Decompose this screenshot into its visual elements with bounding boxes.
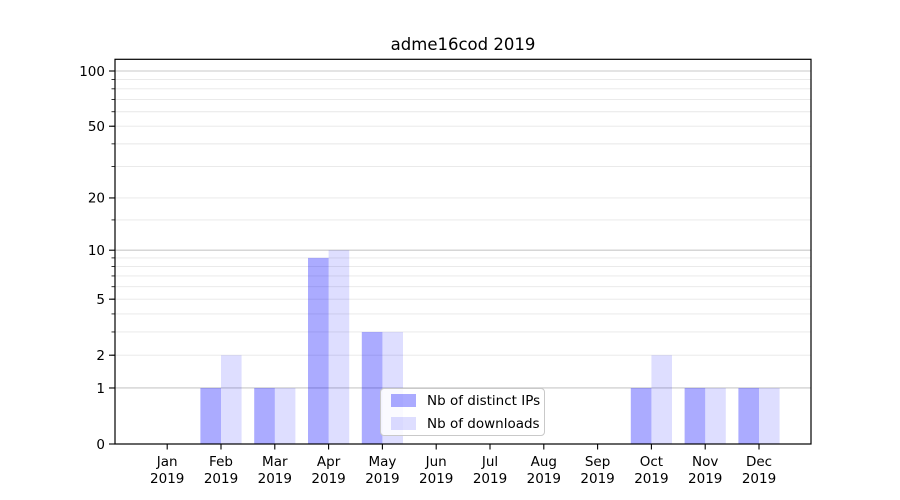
bar-distinct-ips [200, 387, 221, 444]
x-tick-label-year: 2019 [311, 471, 345, 487]
y-tick-label: 20 [88, 191, 105, 207]
bar-distinct-ips [738, 387, 759, 444]
x-tick-label-month: Jan [156, 454, 178, 470]
x-tick-label-year: 2019 [688, 471, 722, 487]
x-tick-label-month: Jul [481, 454, 498, 470]
legend-swatch [391, 394, 416, 407]
bar-downloads [759, 387, 780, 444]
bar-downloads [328, 250, 350, 444]
y-tick-label: 50 [88, 119, 105, 135]
y-tick-label: 1 [96, 381, 105, 397]
bar-downloads [221, 355, 242, 444]
x-tick-label-month: Apr [317, 454, 341, 470]
x-tick-label-month: Jun [425, 454, 447, 470]
x-tick-label-month: Nov [692, 454, 718, 470]
x-tick-label-month: Feb [209, 454, 233, 470]
y-tick-label: 0 [96, 437, 105, 453]
bar-distinct-ips [361, 331, 383, 444]
legend-label: Nb of downloads [427, 415, 540, 432]
y-tick-label: 2 [96, 348, 105, 364]
x-tick-label-year: 2019 [204, 471, 238, 487]
x-tick-label-year: 2019 [742, 471, 776, 487]
legend-row: Nb of downloads [391, 416, 544, 432]
x-tick-label-month: Dec [746, 454, 772, 470]
bar-distinct-ips [630, 387, 652, 444]
legend-label: Nb of distinct IPs [427, 392, 541, 409]
x-tick-label-year: 2019 [527, 471, 561, 487]
bar-downloads [705, 387, 726, 444]
x-tick-label-month: Oct [640, 454, 663, 470]
chart-title: adme16cod 2019 [390, 35, 536, 54]
y-tick-label: 100 [79, 64, 105, 80]
x-tick-label-year: 2019 [419, 471, 453, 487]
x-tick-label-month: Aug [531, 454, 557, 470]
x-tick-label-year: 2019 [634, 471, 668, 487]
legend-swatch [391, 417, 416, 430]
x-tick-label-month: May [368, 454, 396, 470]
bar-distinct-ips [254, 387, 275, 444]
axes-spines [114, 58, 812, 445]
legend: Nb of distinct IPs Nb of downloads [380, 388, 545, 436]
x-tick-label-year: 2019 [580, 471, 614, 487]
x-tick-label-month: Mar [262, 454, 288, 470]
x-tick-label-month: Sep [585, 454, 610, 470]
bar-downloads [274, 387, 296, 444]
bar-downloads [651, 355, 672, 444]
bar-distinct-ips [308, 257, 329, 444]
y-tick-label: 5 [96, 292, 105, 308]
x-tick-label-year: 2019 [473, 471, 507, 487]
x-tick-label-year: 2019 [258, 471, 292, 487]
x-tick-label-year: 2019 [150, 471, 184, 487]
bar-distinct-ips [684, 387, 706, 444]
legend-row: Nb of distinct IPs [391, 393, 544, 409]
x-tick-label-year: 2019 [365, 471, 399, 487]
y-tick-label: 10 [88, 243, 105, 259]
